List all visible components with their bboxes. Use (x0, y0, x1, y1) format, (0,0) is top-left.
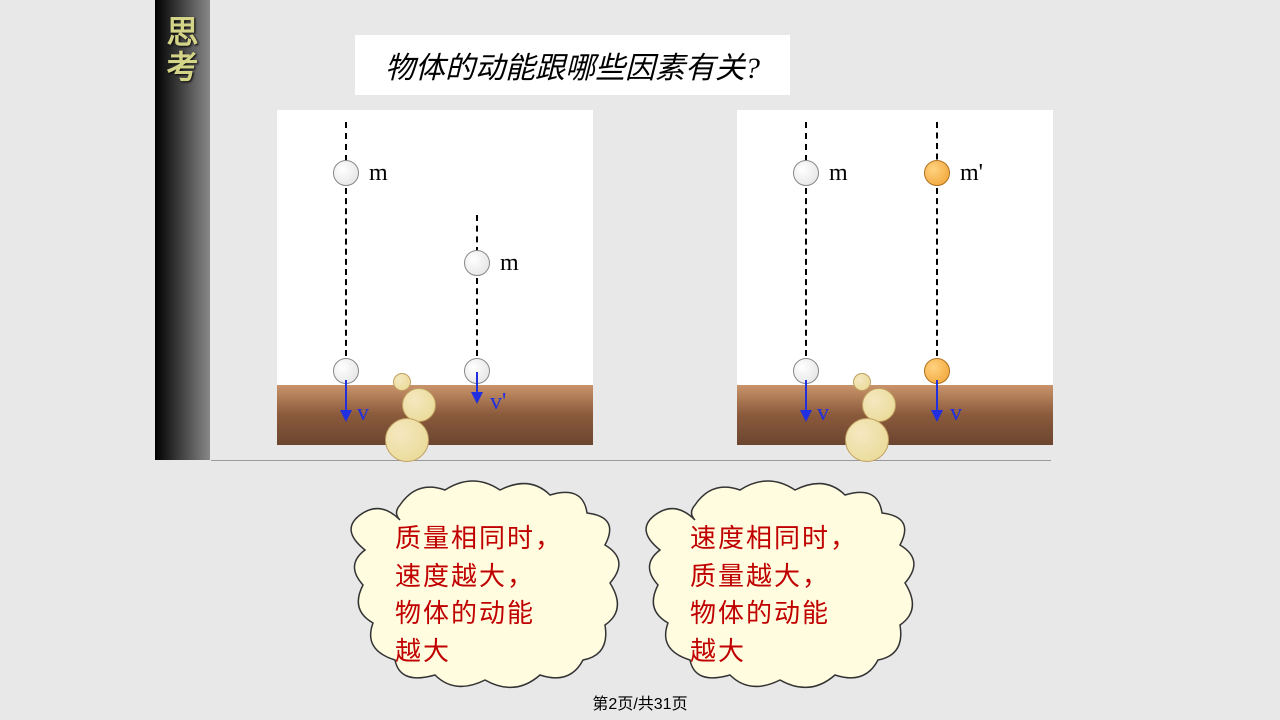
trajectory-line (476, 215, 478, 253)
sand-ball-icon (385, 418, 429, 462)
cloud-line: 越大 (690, 633, 858, 671)
sand-ball-icon (402, 388, 436, 422)
mass-label: m' (960, 160, 983, 187)
cloud-text: 速度相同时， 质量越大， 物体的动能 越大 (690, 520, 858, 671)
ball-icon (924, 160, 950, 186)
ball-icon (464, 250, 490, 276)
velocity-label: v (950, 400, 962, 427)
page-number: 第2页/共31页 (592, 690, 687, 714)
sand-ball-icon (862, 388, 896, 422)
trajectory-line (805, 188, 807, 356)
sand-ball-icon (393, 373, 411, 391)
mass-label: m (369, 160, 388, 187)
cloud-line: 速度越大， (395, 558, 563, 596)
trajectory-line (476, 278, 478, 356)
velocity-arrow-icon (936, 380, 938, 420)
mass-label: m (500, 250, 519, 277)
mass-label: m (829, 160, 848, 187)
callout-cloud-right: 速度相同时， 质量越大， 物体的动能 越大 (640, 475, 920, 695)
cloud-line: 速度相同时， (690, 520, 858, 558)
cloud-line: 物体的动能 (690, 595, 858, 633)
slide-title: 物体的动能跟哪些因素有关? (355, 35, 790, 95)
diagram-left: m m v v' (277, 110, 593, 445)
velocity-arrow-icon (805, 380, 807, 420)
ball-icon (793, 160, 819, 186)
horizontal-rule (211, 460, 1051, 461)
sand-ball-icon (853, 373, 871, 391)
trajectory-line (936, 188, 938, 356)
ground-strip (277, 385, 593, 445)
cloud-line: 质量相同时， (395, 520, 563, 558)
velocity-label: v (817, 400, 829, 427)
velocity-label: v (357, 400, 369, 427)
velocity-arrow-icon (476, 372, 478, 402)
velocity-label: v' (490, 389, 506, 416)
cloud-line: 质量越大， (690, 558, 858, 596)
ground-strip (737, 385, 1053, 445)
callout-cloud-left: 质量相同时， 速度越大， 物体的动能 越大 (345, 475, 625, 695)
cloud-line: 越大 (395, 633, 563, 671)
ball-icon (333, 160, 359, 186)
diagram-right: m m' v v (737, 110, 1053, 445)
sidebar-label: 思考 (160, 15, 205, 85)
cloud-line: 物体的动能 (395, 595, 563, 633)
velocity-arrow-icon (345, 380, 347, 420)
trajectory-line (345, 188, 347, 356)
sand-ball-icon (845, 418, 889, 462)
cloud-text: 质量相同时， 速度越大， 物体的动能 越大 (395, 520, 563, 671)
